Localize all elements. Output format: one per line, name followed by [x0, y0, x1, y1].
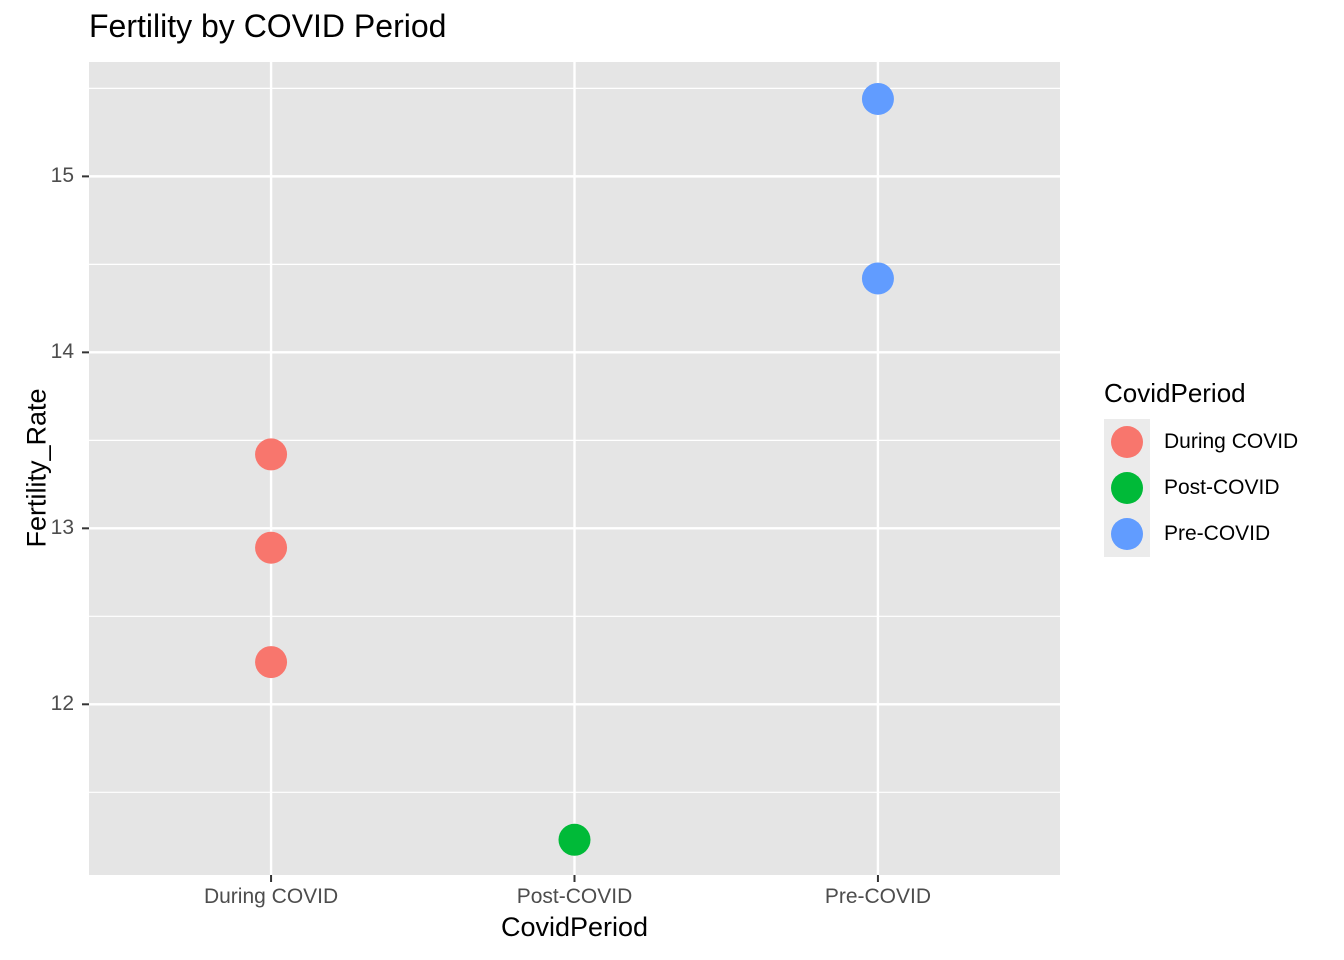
data-point: [255, 438, 288, 471]
legend-label: Pre-COVID: [1164, 522, 1271, 545]
legend-item-post-covid: Post-COVID: [1104, 465, 1298, 511]
legend-dot-icon: [1111, 472, 1143, 504]
legend-label: Post-COVID: [1164, 476, 1280, 499]
data-point: [255, 646, 288, 679]
x-tick-label: During COVID: [203, 885, 339, 908]
data-point: [558, 823, 591, 856]
legend-key: [1104, 511, 1150, 557]
x-tick-label: Pre-COVID: [824, 885, 932, 908]
legend-key: [1104, 465, 1150, 511]
legend-item-pre-covid: Pre-COVID: [1104, 511, 1298, 557]
y-axis-label: Fertility_Rate: [21, 388, 52, 548]
y-tick-label: 14: [50, 340, 74, 364]
x-axis-label: CovidPeriod: [500, 912, 649, 942]
y-tick-label: 15: [50, 164, 74, 188]
legend-label: During COVID: [1164, 430, 1299, 453]
legend-title: CovidPeriod: [1104, 378, 1246, 408]
legend-dot-icon: [1111, 426, 1143, 458]
y-tick-label: 12: [50, 692, 74, 716]
data-point: [861, 262, 894, 295]
x-tick-label: Post-COVID: [516, 885, 633, 908]
legend-item-during-covid: During COVID: [1104, 419, 1298, 465]
chart-title: Fertility by COVID Period: [89, 8, 447, 44]
legend: CovidPeriod During COVID Post-COVID Pre-…: [1104, 378, 1298, 557]
data-point: [255, 531, 288, 564]
data-point: [861, 82, 894, 115]
legend-key: [1104, 419, 1150, 465]
legend-dot-icon: [1111, 518, 1143, 550]
y-tick-label: 13: [50, 516, 74, 540]
